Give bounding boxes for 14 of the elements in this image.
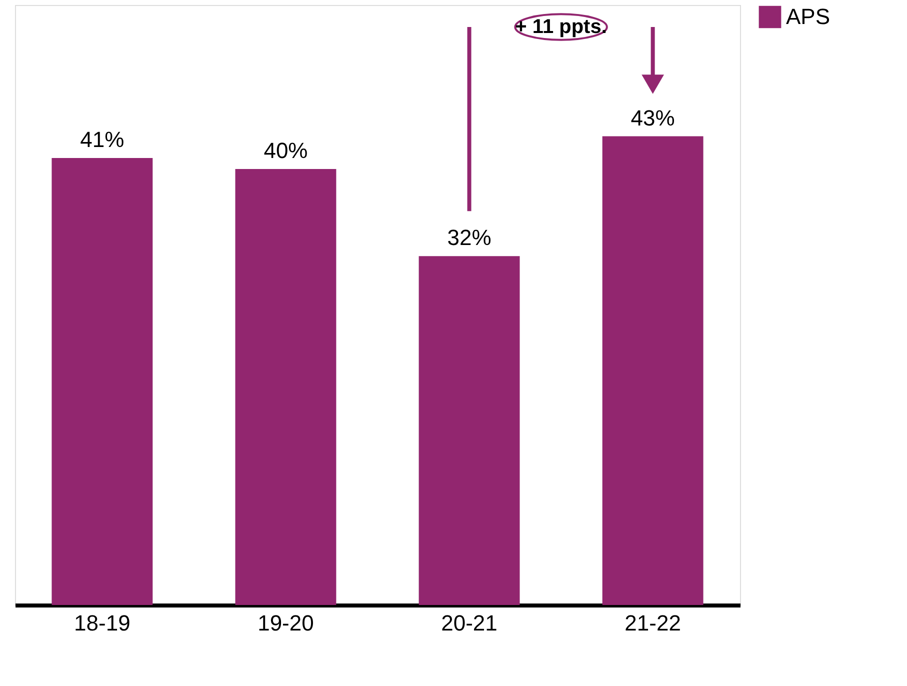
x-tick-label: 20-21 xyxy=(441,610,498,636)
bar xyxy=(52,158,153,605)
data-label: 32% xyxy=(447,225,492,250)
data-label: 41% xyxy=(80,127,124,152)
text: + 11 ppts. xyxy=(515,16,607,38)
x-tick-label: 19-20 xyxy=(258,610,314,636)
data-label: 40% xyxy=(264,138,308,163)
bar xyxy=(235,168,336,605)
bar xyxy=(602,136,704,605)
legend-label: APS xyxy=(786,4,830,29)
data-label: 43% xyxy=(630,105,675,130)
x-tick-label: 21-22 xyxy=(624,610,681,636)
x-tick-label: 18-19 xyxy=(74,610,130,636)
bar xyxy=(418,256,520,605)
